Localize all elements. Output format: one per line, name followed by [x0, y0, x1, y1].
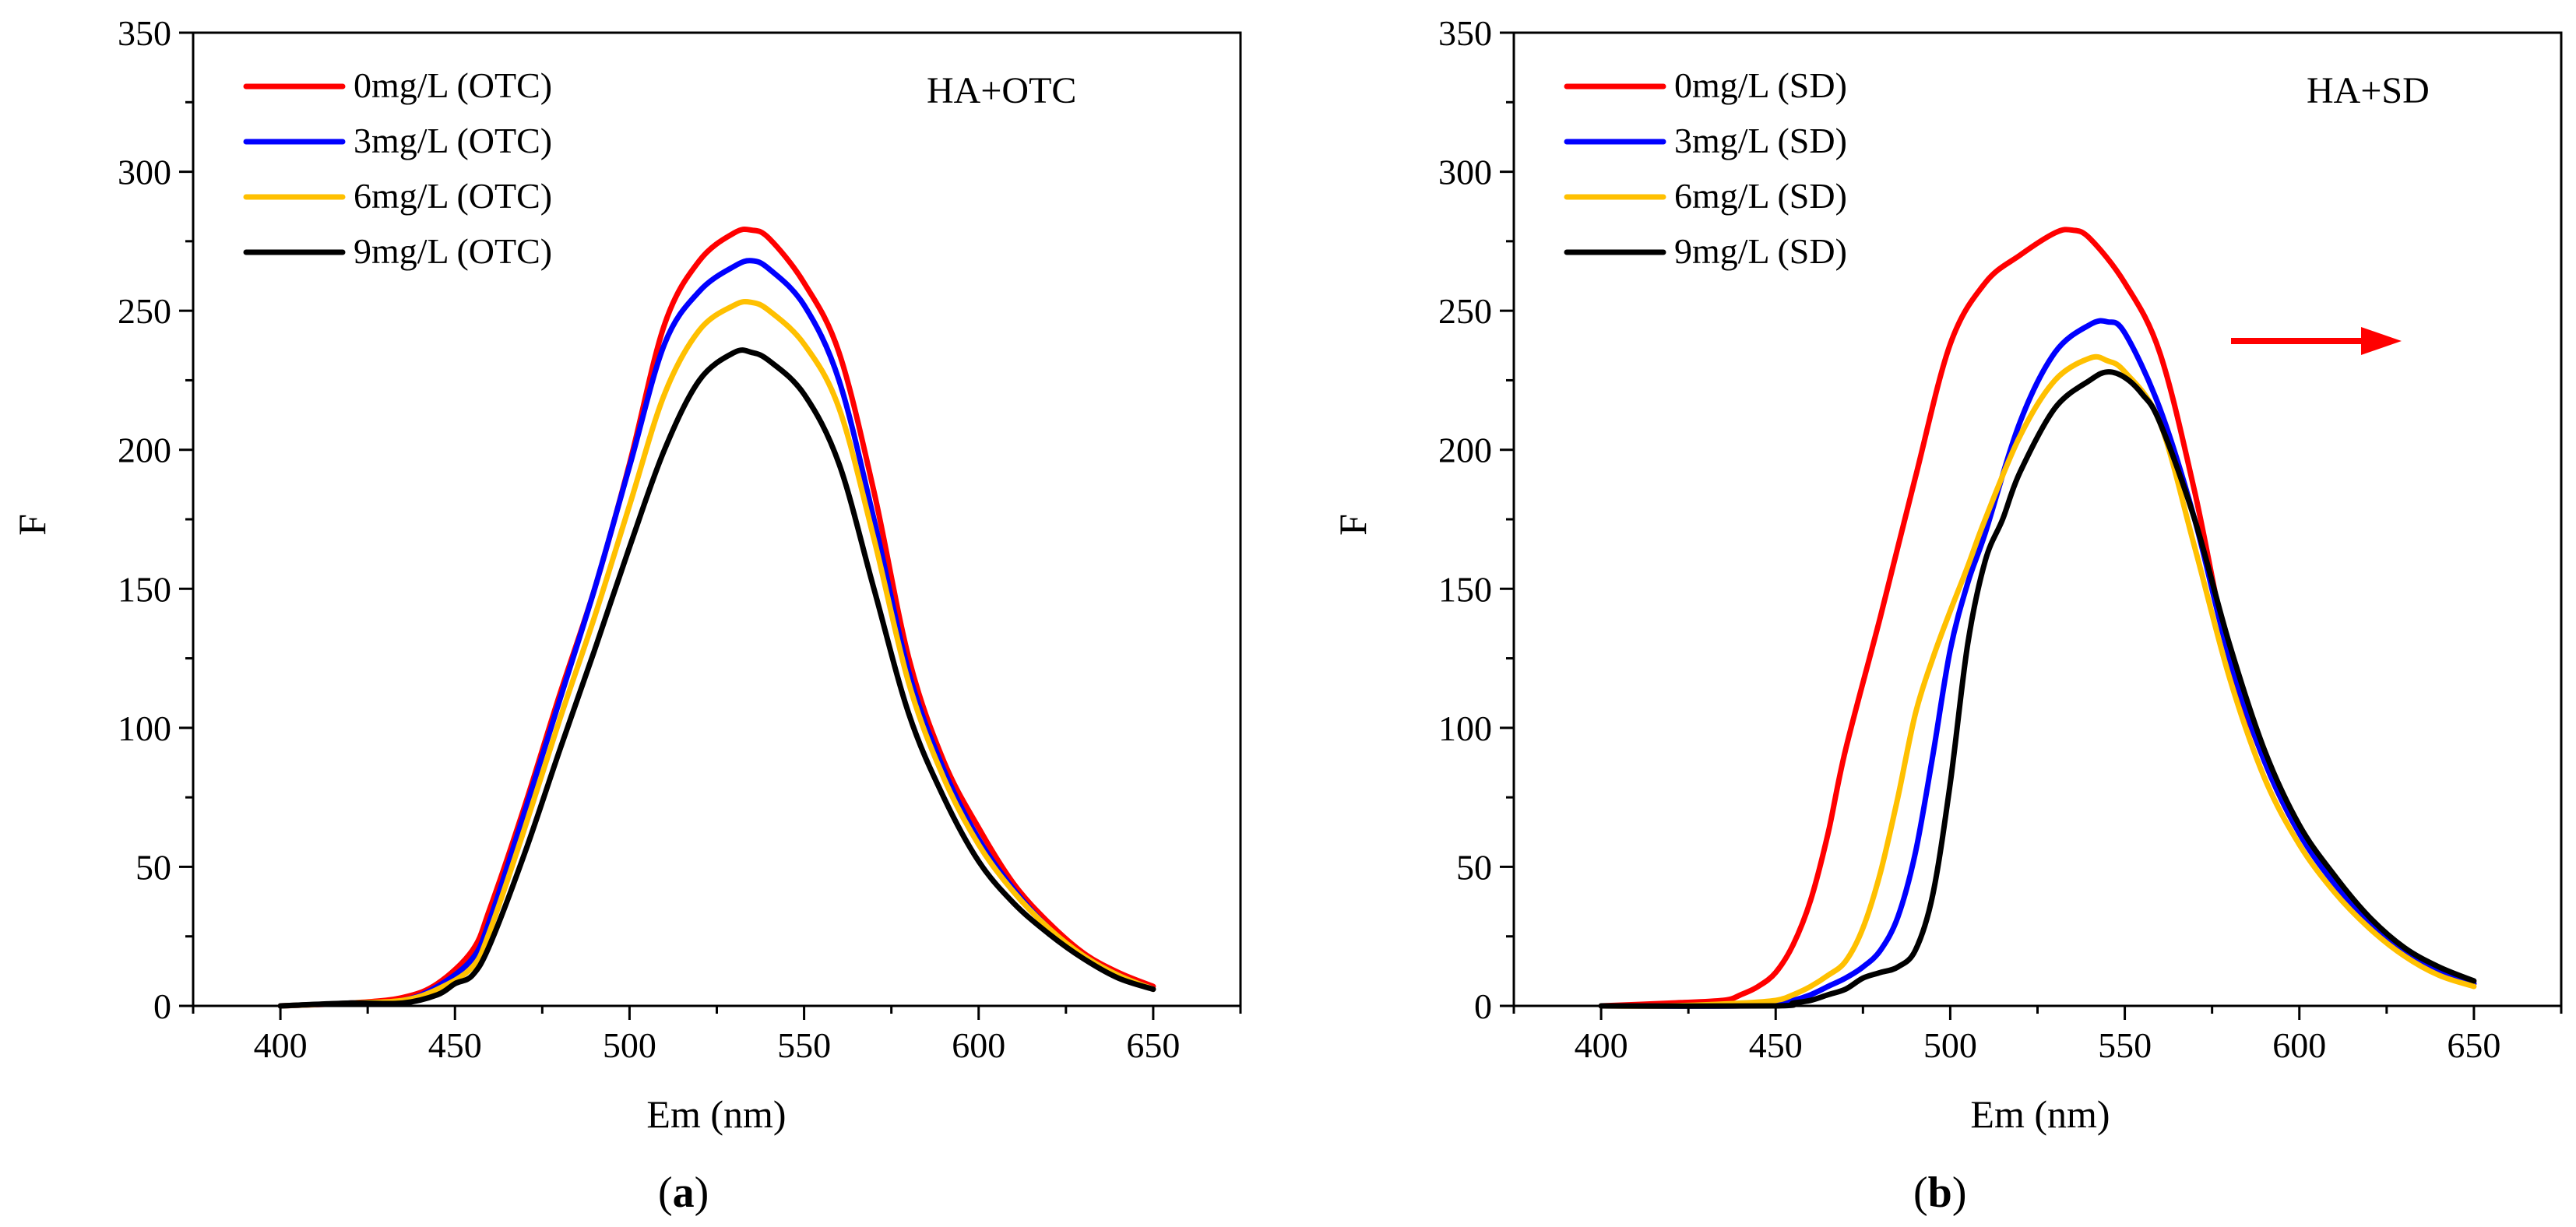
series-line-3: [277, 347, 1156, 1009]
legend-label: 9mg/L (SD): [1674, 231, 1847, 271]
x-axis-title: Em (nm): [1970, 1092, 2110, 1136]
series-line-1: [277, 258, 1156, 1009]
chart-panel-a: F Em (nm) HA+OTC (a) 400 450 500 550 600 6500…: [10, 13, 1242, 1217]
legend-item: 6mg/L (OTC): [243, 176, 552, 216]
x-tick-label: 650: [1126, 1025, 1180, 1065]
y-tick-label: 50: [1456, 847, 1492, 887]
legend: 0mg/L (SD) 3mg/L (SD) 6mg/L (SD) 9mg/L (SD): [1564, 65, 1847, 271]
x-tick-label: 550: [2098, 1025, 2152, 1065]
legend-label: 3mg/L (OTC): [354, 121, 552, 160]
y-tick-label: 100: [1438, 708, 1492, 748]
axes-frame: [192, 31, 1242, 1007]
x-tick-label: 500: [603, 1025, 656, 1065]
axes-frame: [1512, 31, 2563, 1007]
y-tick-label: 0: [153, 986, 171, 1026]
x-tick-label: 600: [2272, 1025, 2326, 1065]
panel-label-letter: b: [1928, 1169, 1952, 1217]
y-tick-label: 0: [1474, 986, 1492, 1026]
legend-item: 9mg/L (SD): [1564, 231, 1847, 271]
series-lines: [277, 226, 1156, 1009]
y-tick-label: 350: [1438, 13, 1492, 53]
y-tick-label: 50: [135, 847, 171, 887]
series-line-3: [1598, 369, 2477, 1009]
legend-item: 6mg/L (SD): [1564, 176, 1847, 216]
x-tick-label: 500: [1923, 1025, 1977, 1065]
x-tick-label: 400: [254, 1025, 308, 1065]
x-tick-label: 450: [428, 1025, 482, 1065]
legend-item: 9mg/L (OTC): [243, 231, 552, 271]
legend-item: 0mg/L (OTC): [243, 65, 552, 105]
x-tick-label: 600: [952, 1025, 1005, 1065]
chart-annotation: HA+OTC: [927, 70, 1076, 111]
legend-label: 6mg/L (SD): [1674, 176, 1847, 216]
panel-label: (b): [1913, 1169, 1966, 1217]
legend-label: 6mg/L (OTC): [354, 176, 552, 216]
y-tick-label: 150: [1438, 569, 1492, 609]
legend-label: 0mg/L (SD): [1674, 65, 1847, 105]
y-tick-label: 300: [1438, 153, 1492, 192]
y-tick-label: 200: [118, 431, 171, 470]
series-line-0: [277, 226, 1156, 1009]
x-tick-label: 550: [777, 1025, 831, 1065]
y-tick-label: 100: [118, 708, 171, 748]
y-axis-title: F: [10, 514, 54, 536]
y-tick-label: 350: [118, 13, 171, 53]
legend-item: 3mg/L (OTC): [243, 121, 552, 160]
x-tick-label: 400: [1575, 1025, 1628, 1065]
series-line-2: [1598, 353, 2477, 1009]
chart-panel-b: F Em (nm) HA+SD (b) 400 450 500 550 600 650 0 5…: [1331, 13, 2563, 1217]
y-tick-label: 250: [118, 291, 171, 331]
y-axis-title: F: [1331, 514, 1374, 536]
legend-label: 0mg/L (OTC): [354, 65, 552, 105]
legend-label: 3mg/L (SD): [1674, 121, 1847, 160]
legend-item: 0mg/L (SD): [1564, 65, 1847, 105]
x-tick-label: 450: [1749, 1025, 1803, 1065]
ticks: 400 450 500 550 600 650 0 50 100 150 200 250 300 350: [1438, 13, 2563, 1065]
legend-item: 3mg/L (SD): [1564, 121, 1847, 160]
legend: 0mg/L (OTC) 3mg/L (OTC) 6mg/L (OTC) 9mg/L (…: [243, 65, 552, 271]
x-axis-title: Em (nm): [646, 1092, 786, 1136]
legend-label: 9mg/L (OTC): [354, 231, 552, 271]
panel-label: (a): [658, 1169, 709, 1217]
y-tick-label: 300: [118, 153, 171, 192]
shift-arrow: [2231, 327, 2402, 355]
series-line-2: [277, 298, 1156, 1009]
chart-annotation: HA+SD: [2307, 70, 2430, 111]
x-tick-label: 650: [2447, 1025, 2500, 1065]
y-tick-label: 150: [118, 569, 171, 609]
panel-label-letter: a: [673, 1169, 695, 1217]
y-tick-label: 250: [1438, 291, 1492, 331]
series-line-1: [1598, 318, 2477, 1009]
y-tick-label: 200: [1438, 431, 1492, 470]
ticks: 400 450 500 550 600 650 0 50 100 150 200 250 300 350: [118, 13, 1242, 1065]
series-lines: [1598, 227, 2477, 1009]
